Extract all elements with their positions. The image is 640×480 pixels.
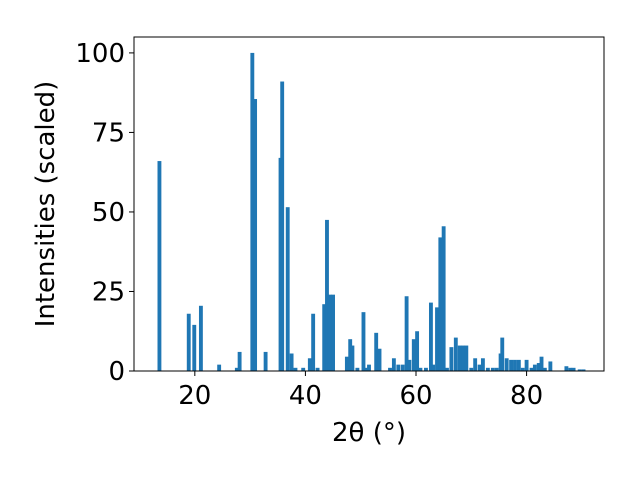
- bar: [428, 302, 433, 371]
- bar: [520, 367, 525, 371]
- bar: [415, 331, 420, 371]
- bars-group: [157, 52, 586, 372]
- y-tick-label: 100: [75, 39, 125, 69]
- bar: [490, 367, 495, 371]
- bar: [307, 358, 312, 371]
- bar: [391, 358, 396, 371]
- bar: [234, 367, 239, 371]
- bar: [367, 364, 371, 371]
- y-axis-ticks: 0 25 50 75 100: [75, 39, 134, 387]
- x-tick-label: 40: [289, 381, 322, 411]
- bar: [289, 353, 294, 371]
- bar: [192, 324, 197, 371]
- bar: [377, 348, 382, 371]
- bar: [453, 337, 458, 371]
- bar: [404, 296, 409, 371]
- bar: [331, 294, 335, 371]
- y-tick-label: 0: [108, 357, 125, 387]
- bar: [311, 313, 316, 371]
- bar: [494, 367, 499, 371]
- bar: [250, 52, 255, 372]
- bar: [438, 237, 443, 371]
- bar: [542, 367, 547, 371]
- bar: [327, 294, 332, 371]
- bar: [237, 351, 242, 371]
- bar: [457, 345, 462, 371]
- bar: [548, 361, 553, 371]
- bar: [315, 367, 320, 371]
- bar: [571, 367, 576, 371]
- bar: [424, 367, 428, 371]
- bar: [500, 337, 505, 371]
- bar: [536, 363, 541, 371]
- bar: [322, 304, 327, 371]
- bar: [285, 207, 290, 371]
- bar: [217, 364, 222, 371]
- bar: [280, 81, 285, 372]
- plot-frame: [133, 36, 605, 372]
- bar: [355, 367, 360, 371]
- bar: [350, 345, 355, 371]
- bar: [464, 345, 469, 371]
- y-tick-label: 50: [92, 198, 125, 228]
- bar: [411, 339, 416, 371]
- bar: [513, 359, 517, 371]
- bar: [449, 347, 454, 371]
- bar: [509, 359, 514, 371]
- bar: [461, 345, 465, 371]
- bar: [477, 364, 482, 371]
- y-axis-label: Intensities (scaled): [31, 81, 61, 328]
- x-axis-ticks: 20 40 60 80: [178, 371, 543, 411]
- bar: [564, 366, 569, 371]
- x-axis-label: 2θ (°): [332, 418, 406, 448]
- bar: [293, 367, 298, 371]
- bar: [325, 219, 329, 371]
- bar: [364, 367, 369, 371]
- bar: [539, 356, 544, 371]
- y-tick-label: 25: [92, 277, 125, 307]
- bar: [374, 332, 379, 371]
- bar: [485, 367, 490, 371]
- bar: [529, 367, 534, 371]
- bar: [581, 369, 586, 371]
- bar: [504, 358, 509, 371]
- bar: [361, 312, 366, 371]
- bar: [400, 364, 405, 371]
- bar: [532, 364, 537, 371]
- bar: [418, 367, 423, 371]
- x-tick-label: 20: [178, 381, 211, 411]
- x-tick-label: 80: [510, 381, 543, 411]
- x-tick-label: 60: [399, 381, 432, 411]
- bar: [157, 161, 162, 371]
- bar: [469, 367, 474, 371]
- bar: [441, 226, 446, 371]
- bar: [435, 307, 439, 371]
- bar: [348, 339, 353, 371]
- bar: [344, 356, 349, 371]
- bar: [198, 305, 203, 371]
- bar: [431, 364, 436, 371]
- bar: [407, 359, 412, 371]
- bar: [263, 351, 268, 371]
- bar: [577, 369, 582, 371]
- bar: [568, 367, 573, 371]
- bar: [473, 358, 478, 371]
- y-tick-label: 75: [92, 118, 125, 148]
- bar: [301, 367, 306, 371]
- bar: [388, 367, 392, 371]
- bar: [396, 364, 401, 371]
- bar: [524, 359, 529, 371]
- bar: [480, 358, 485, 371]
- bar: [186, 313, 191, 371]
- bar: [253, 99, 258, 372]
- bar: [445, 367, 449, 371]
- bar: [516, 359, 521, 371]
